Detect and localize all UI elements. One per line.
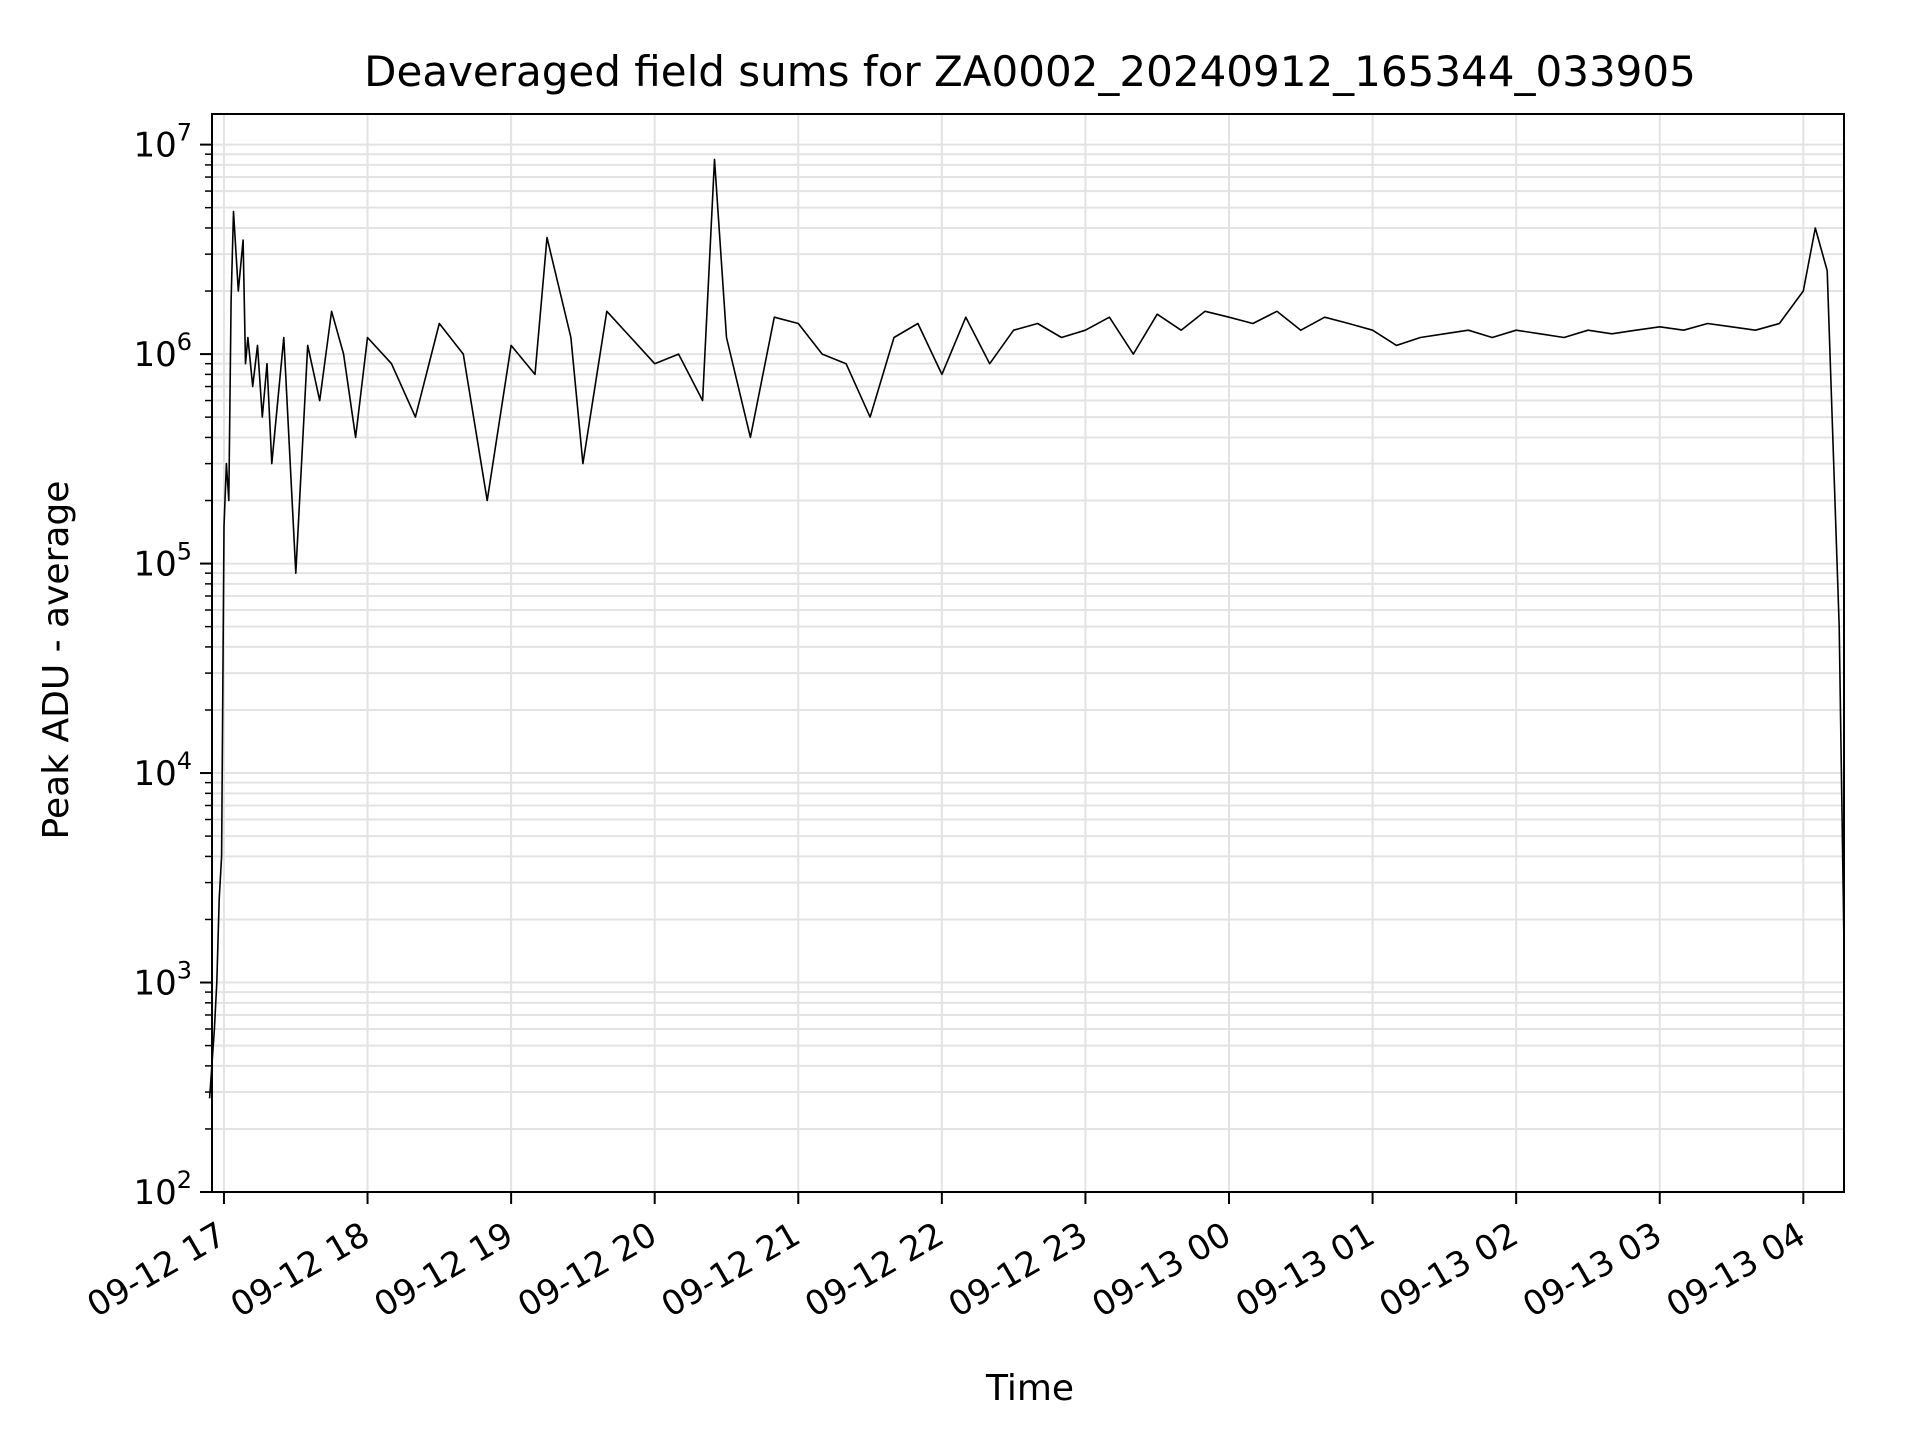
x-axis-label: Time bbox=[985, 1368, 1074, 1409]
x-tick-label: 09-12 19 bbox=[368, 1215, 520, 1326]
series-line-1 bbox=[208, 158, 1845, 1099]
x-tick-label: 09-12 22 bbox=[798, 1215, 950, 1326]
y-tick-label: 107 bbox=[133, 119, 192, 166]
x-tick-label: 09-12 23 bbox=[942, 1215, 1094, 1326]
chart-title: Deaveraged field sums for ZA0002_2024091… bbox=[364, 47, 1696, 96]
series-layer bbox=[208, 158, 1845, 1099]
grid-layer bbox=[212, 114, 1844, 1193]
y-tick-label: 106 bbox=[133, 328, 192, 375]
y-tick-label: 104 bbox=[133, 747, 192, 794]
x-tick-label: 09-13 03 bbox=[1516, 1215, 1668, 1326]
plot-frame bbox=[211, 113, 1845, 1193]
x-tick-label: 09-13 00 bbox=[1086, 1215, 1238, 1326]
x-tick-label: 09-12 17 bbox=[80, 1215, 232, 1326]
x-tick-label: 09-12 18 bbox=[224, 1215, 376, 1326]
y-tick-label: 102 bbox=[133, 1166, 192, 1213]
y-tick-label: 105 bbox=[133, 538, 192, 585]
x-tick-label: 09-13 04 bbox=[1660, 1215, 1812, 1326]
x-tick-label: 09-12 20 bbox=[511, 1215, 663, 1326]
x-tick-label: 09-13 01 bbox=[1229, 1215, 1381, 1326]
y-axis-label: Peak ADU - average bbox=[36, 481, 77, 840]
x-tick-label: 09-12 21 bbox=[655, 1215, 807, 1326]
x-tick-label: 09-13 02 bbox=[1373, 1215, 1525, 1326]
y-tick-label: 103 bbox=[133, 957, 192, 1004]
